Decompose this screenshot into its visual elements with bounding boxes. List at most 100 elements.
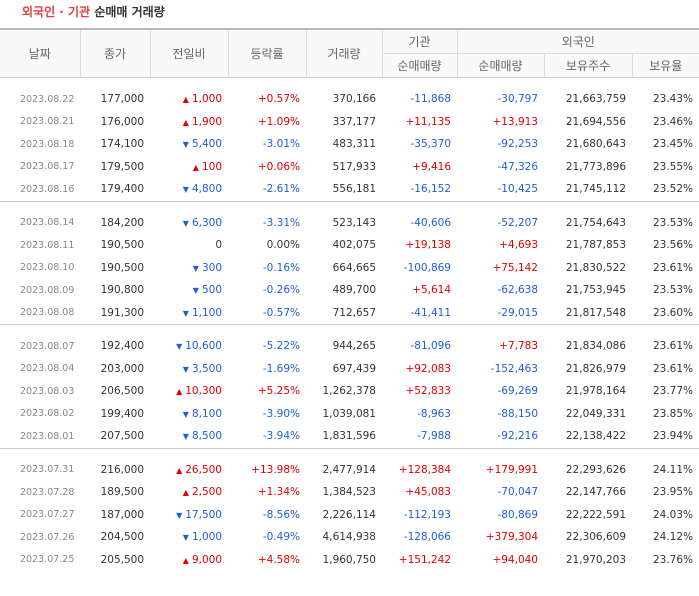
- cell-date: 2023.08.01: [20, 430, 75, 442]
- cell-close: 177,000: [100, 93, 144, 106]
- cell-change: ▼ 1,100: [150, 302, 228, 325]
- cell-volume: 1,384,523: [322, 486, 376, 499]
- table-row: 2023.08.02 199,400 ▼ 8,100 -3.90% 1,039,081 -8…: [0, 403, 699, 426]
- cell-date: 2023.07.27: [20, 509, 75, 521]
- cell-volume: 1,960,750: [322, 553, 376, 566]
- cell-date: 2023.08.02: [20, 408, 75, 420]
- cell-change-value: 5,400: [191, 138, 222, 151]
- cell-rate: -8.56%: [262, 508, 300, 521]
- table-row: 2023.08.22 177,000 ▲ 1,000 +0.57% 370,166 -11,…: [0, 88, 699, 111]
- cell-change-value: 26,500: [185, 463, 222, 476]
- cell-volume: 489,700: [332, 284, 376, 297]
- cell-foreign-net: +13,913: [492, 115, 538, 128]
- cell-rate: +0.06%: [257, 160, 300, 173]
- cell-foreign-net: +4,693: [499, 239, 538, 252]
- cell-date: 2023.08.04: [20, 363, 75, 375]
- cell-close: 174,100: [100, 138, 144, 151]
- cell-holding-ratio: 24.03%: [652, 508, 693, 521]
- cell-holding-ratio: 23.95%: [652, 486, 693, 499]
- cell-holdings: 21,834,086: [565, 340, 626, 353]
- table-row: 2023.07.28 189,500 ▲ 2,500 +1.34% 1,384,523 +4…: [0, 481, 699, 504]
- cell-rate: -3.94%: [262, 430, 300, 443]
- cell-volume: 483,311: [332, 138, 376, 151]
- cell-inst-net: -11,868: [410, 93, 451, 106]
- table-row: 2023.07.31 216,000 ▲ 26,500 +13.98% 2,477,914…: [0, 459, 699, 482]
- cell-holdings: 21,680,643: [565, 138, 626, 151]
- table-row: 2023.08.08 191,300 ▼ 1,100 -0.57% 712,657 -41,…: [0, 302, 699, 325]
- cell-rate: +1.34%: [257, 486, 300, 499]
- cell-holding-ratio: 23.76%: [652, 553, 693, 566]
- arrow-down-icon: ▼: [176, 510, 183, 520]
- cell-change: ▲ 100: [150, 156, 228, 179]
- cell-holdings: 21,830,522: [565, 261, 626, 274]
- header-foreign: 외국인: [456, 28, 699, 54]
- cell-holding-ratio: 23.61%: [652, 362, 693, 375]
- cell-rate: -2.61%: [262, 183, 300, 196]
- cell-volume: 712,657: [332, 306, 376, 319]
- cell-change-value: 2,500: [191, 486, 222, 499]
- arrow-down-icon: ▼: [192, 286, 199, 296]
- cell-holding-ratio: 23.46%: [652, 115, 693, 128]
- table-row: 2023.07.25 205,500 ▲ 9,000 +4.58% 1,960,750 +1…: [0, 549, 699, 572]
- cell-date: 2023.08.14: [20, 217, 75, 229]
- cell-holdings: 21,978,164: [565, 385, 626, 398]
- cell-foreign-net: -69,269: [497, 385, 538, 398]
- cell-holding-ratio: 23.94%: [652, 430, 693, 443]
- cell-close: 207,500: [100, 430, 144, 443]
- header-foreign-net: 순매매량: [456, 53, 544, 78]
- cell-change-value: 1,000: [191, 531, 222, 544]
- cell-rate: +13.98%: [251, 463, 300, 476]
- cell-rate: -0.49%: [262, 531, 300, 544]
- cell-inst-net: -16,152: [410, 183, 451, 196]
- header-inst-net: 순매매량: [381, 53, 457, 78]
- cell-foreign-net: -92,253: [497, 138, 538, 151]
- cell-inst-net: +128,384: [398, 463, 451, 476]
- cell-close: 190,800: [100, 284, 144, 297]
- cell-inst-net: -35,370: [410, 138, 451, 151]
- cell-holdings: 22,293,626: [565, 463, 626, 476]
- cell-volume: 4,614,938: [322, 531, 376, 544]
- cell-change-value: 0: [215, 239, 222, 252]
- cell-holding-ratio: 23.43%: [652, 93, 693, 106]
- cell-change-value: 8,100: [191, 407, 222, 420]
- cell-close: 190,500: [100, 239, 144, 252]
- header-change: 전일비: [149, 28, 228, 78]
- table-row: 2023.07.27 187,000 ▼ 17,500 -8.56% 2,226,114 -…: [0, 504, 699, 527]
- header-institution: 기관: [381, 28, 457, 54]
- cell-foreign-net: -10,425: [497, 183, 538, 196]
- cell-holdings: 21,817,548: [565, 306, 626, 319]
- cell-change: ▼ 8,500: [150, 425, 228, 448]
- cell-change: ▼ 4,800: [150, 178, 228, 201]
- cell-change-value: 300: [201, 261, 222, 274]
- cell-date: 2023.08.08: [20, 307, 75, 319]
- cell-change-value: 17,500: [185, 508, 222, 521]
- arrow-down-icon: ▼: [182, 218, 189, 228]
- cell-holding-ratio: 23.56%: [652, 239, 693, 252]
- cell-close: 179,500: [100, 160, 144, 173]
- cell-change: 0: [150, 234, 228, 257]
- cell-inst-net: -128,066: [403, 531, 451, 544]
- cell-close: 189,500: [100, 486, 144, 499]
- arrow-down-icon: ▼: [182, 432, 189, 442]
- cell-date: 2023.08.09: [20, 284, 75, 296]
- arrow-down-icon: ▼: [192, 263, 199, 273]
- cell-close: 216,000: [100, 463, 144, 476]
- cell-change-value: 1,100: [191, 306, 222, 319]
- cell-inst-net: +45,083: [405, 486, 451, 499]
- cell-date: 2023.08.16: [20, 183, 75, 195]
- group-spacer: [0, 200, 699, 212]
- cell-inst-net: +9,416: [412, 160, 451, 173]
- cell-holdings: 22,049,331: [565, 407, 626, 420]
- table-row: 2023.08.18 174,100 ▼ 5,400 -3.01% 483,311 -35,…: [0, 133, 699, 156]
- cell-date: 2023.08.17: [20, 161, 75, 173]
- cell-holdings: 21,826,979: [565, 362, 626, 375]
- cell-inst-net: -112,193: [403, 508, 451, 521]
- cell-holdings: 21,970,203: [565, 553, 626, 566]
- arrow-down-icon: ▼: [176, 342, 183, 352]
- arrow-up-icon: ▲: [182, 95, 189, 105]
- cell-holding-ratio: 23.61%: [652, 340, 693, 353]
- cell-date: 2023.07.26: [20, 531, 75, 543]
- cell-date: 2023.08.22: [20, 93, 75, 105]
- cell-foreign-net: -152,463: [490, 362, 538, 375]
- cell-date: 2023.08.18: [20, 138, 75, 150]
